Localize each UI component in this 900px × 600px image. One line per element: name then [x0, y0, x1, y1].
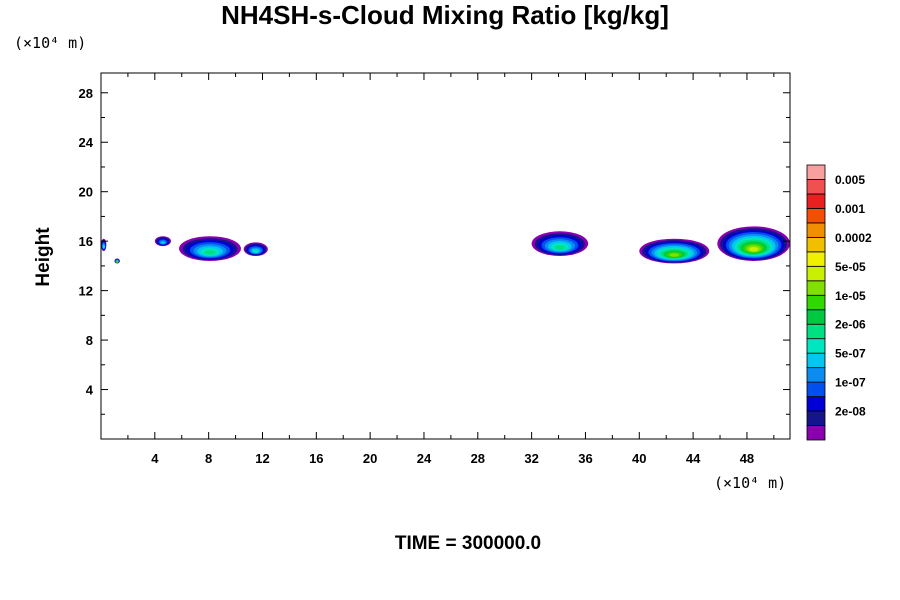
colorbar-swatch [806, 367, 826, 383]
colorbar-swatch [806, 265, 826, 282]
cloud-h [717, 226, 790, 261]
colorbar-label: 2e-08 [835, 405, 866, 419]
colorbar-swatch [806, 164, 826, 180]
x-tick-label: 44 [686, 451, 701, 466]
colorbar-label: 0.001 [835, 202, 865, 216]
colorbar-swatch [806, 410, 826, 426]
time-label: TIME = 300000.0 [395, 533, 541, 554]
contour-level [669, 253, 680, 257]
colorbar-label: 1e-05 [835, 289, 866, 303]
cloud-b [154, 236, 171, 247]
contour-level [749, 246, 759, 252]
colorbar-swatch [806, 208, 826, 224]
colorbar-label: 0.005 [835, 173, 865, 187]
colorbar-swatch [806, 338, 826, 354]
plot-frame [100, 72, 791, 440]
colorbar-label: 0.0002 [835, 231, 872, 245]
colorbar-swatch [806, 179, 826, 195]
x-tick-label: 40 [632, 451, 646, 466]
colorbar-label: 5e-07 [835, 347, 866, 361]
contour-level [204, 250, 216, 255]
colorbar-swatch [806, 280, 826, 296]
y-tick-label: 12 [79, 284, 93, 299]
y-unit-label: (×10⁴ m) [14, 34, 86, 52]
contour-level [253, 249, 259, 253]
contour-level [102, 245, 105, 249]
colorbar-swatch [806, 251, 826, 267]
y-tick-label: 4 [86, 383, 94, 398]
colorbar-swatch [806, 425, 826, 441]
chart-title: NH4SH-s-Cloud Mixing Ratio [kg/kg] [221, 0, 669, 30]
x-tick-label: 8 [205, 451, 212, 466]
y-tick-label: 16 [79, 234, 93, 249]
colorbar-swatch [806, 294, 826, 311]
colorbar-swatch [806, 396, 826, 412]
colorbar-swatch [806, 236, 826, 253]
x-tick-label: 32 [524, 451, 538, 466]
contour-level [160, 241, 165, 244]
x-tick-label: 24 [417, 451, 432, 466]
colorbar-swatch [806, 309, 826, 325]
x-tick-label: 36 [578, 451, 592, 466]
cloud-g [639, 238, 710, 264]
cloud-d [243, 242, 268, 256]
contour-level [115, 260, 119, 263]
y-tick-label: 28 [79, 86, 93, 101]
x-tick-label: 48 [740, 451, 754, 466]
colorbar: 0.005 0.001 0.0002 5e-05 1e-05 2e-06 5e-07 1e-0… [806, 164, 872, 441]
colorbar-label: 2e-06 [835, 318, 866, 332]
cloud-contours [101, 226, 790, 264]
cloud-f [531, 231, 589, 256]
y-tick-label: 8 [86, 333, 93, 348]
colorbar-swatch [806, 193, 826, 209]
x-unit-label: (×10⁴ m) [714, 474, 786, 492]
x-tick-label: 20 [363, 451, 377, 466]
colorbar-swatch [806, 352, 826, 369]
colorbar-label: 5e-05 [835, 260, 866, 274]
cloud-a [101, 238, 107, 252]
colorbar-swatch [806, 323, 826, 340]
contour-level [554, 245, 566, 250]
x-tick-label: 16 [309, 451, 323, 466]
y-axis-label: Height [33, 227, 54, 287]
colorbar-swatch [806, 381, 826, 397]
x-tick-label: 12 [255, 451, 269, 466]
colorbar-swatch [806, 222, 826, 238]
x-tick-label: 4 [151, 451, 159, 466]
colorbar-label: 1e-07 [835, 376, 866, 390]
y-tick-label: 20 [79, 185, 93, 200]
y-tick-label: 24 [79, 135, 94, 150]
tick-marks [101, 73, 790, 439]
x-tick-label: 28 [471, 451, 485, 466]
speck-e [114, 258, 120, 264]
cloud-c [179, 236, 241, 261]
